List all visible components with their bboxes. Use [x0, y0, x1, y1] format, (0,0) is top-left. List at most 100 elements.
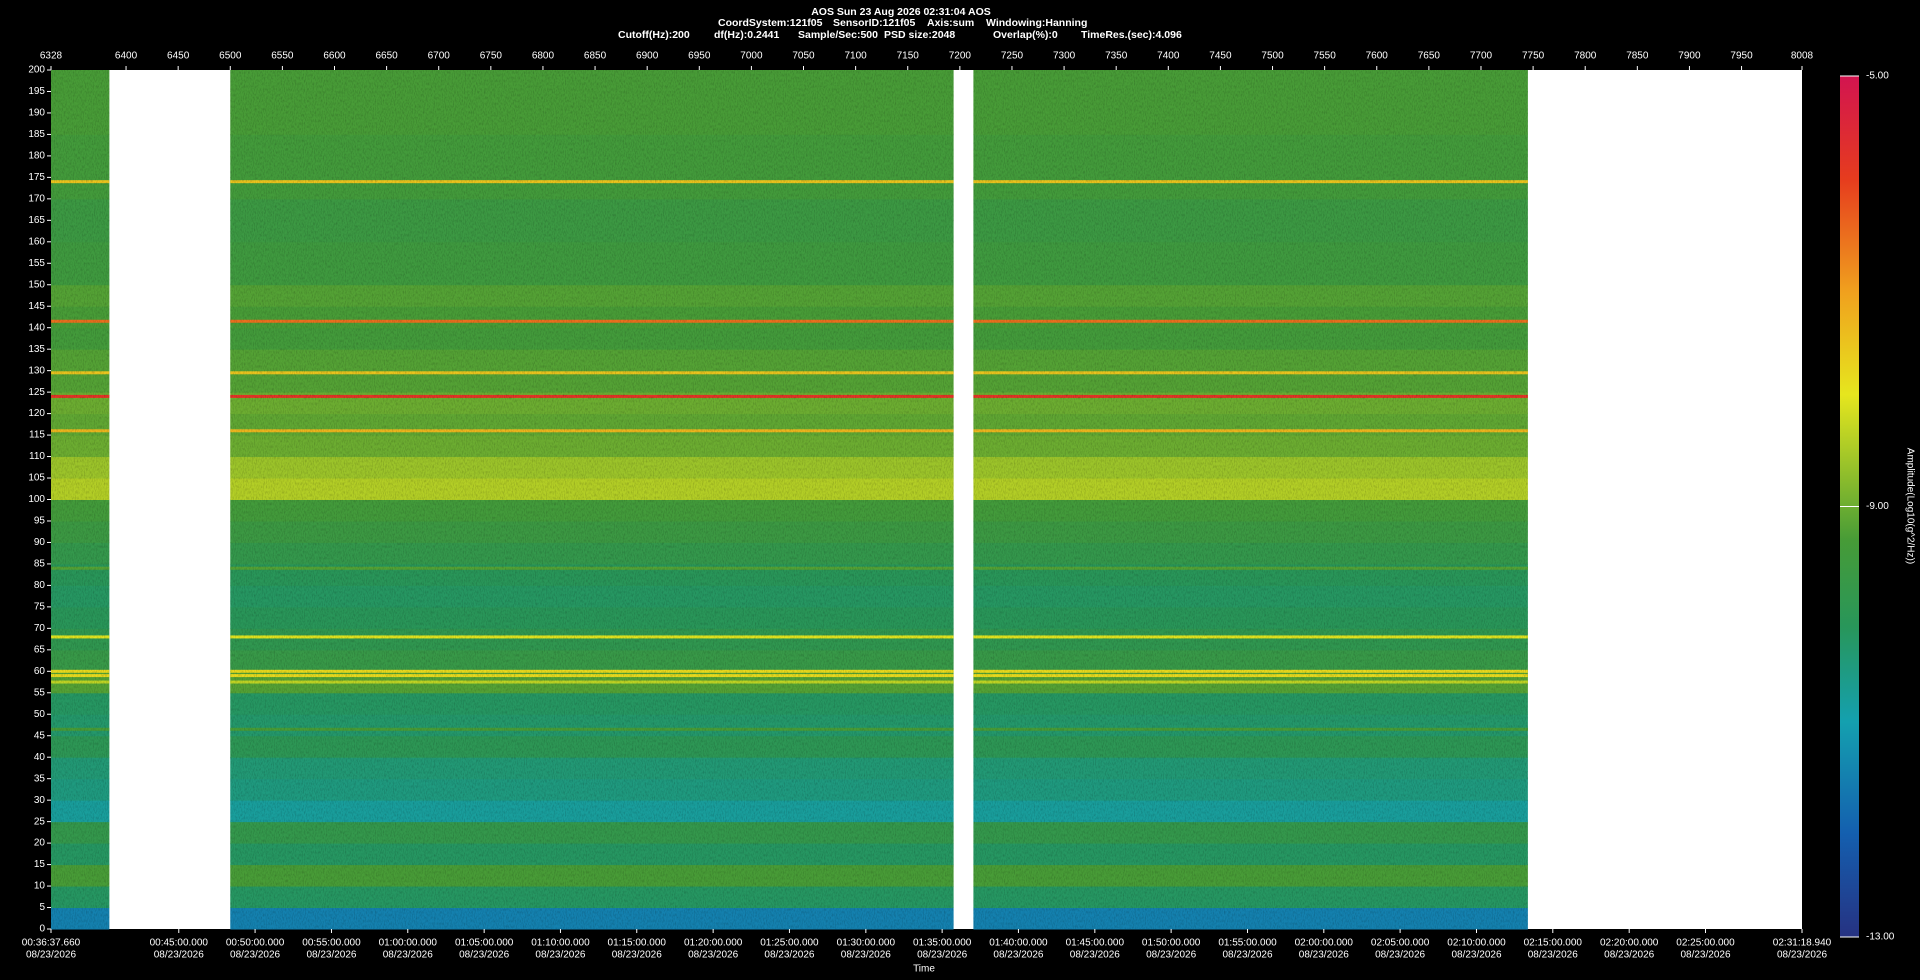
time-tick-label: 00:50:00.000 — [226, 938, 285, 949]
info-text: TimeRes.(sec):4.096 — [1081, 29, 1182, 41]
y-tick-label: 85 — [34, 559, 46, 570]
y-tick-label: 135 — [28, 344, 45, 355]
time-tick-label: 02:15:00.000 — [1524, 938, 1583, 949]
x-tick-label: 7000 — [740, 51, 763, 62]
x-tick-label: 6400 — [115, 51, 138, 62]
x-tick-label: 8008 — [1791, 51, 1814, 62]
time-tick-label: 00:55:00.000 — [302, 938, 361, 949]
time-tick-label: 01:30:00.000 — [837, 938, 896, 949]
time-tick-date: 08/23/2026 — [1146, 950, 1196, 961]
texture — [51, 70, 110, 929]
time-tick-label: 01:55:00.000 — [1218, 938, 1277, 949]
x-tick-label: 6600 — [323, 51, 346, 62]
y-tick-label: 145 — [28, 301, 45, 312]
time-tick-date: 08/23/2026 — [1528, 950, 1578, 961]
info-text: df(Hz):0.2441 — [714, 29, 780, 41]
x-tick-label: 7500 — [1261, 51, 1284, 62]
time-tick-label: 01:40:00.000 — [989, 938, 1048, 949]
time-tick-label: 02:05:00.000 — [1371, 938, 1430, 949]
time-tick-label: 02:25:00.000 — [1676, 938, 1735, 949]
y-tick-label: 165 — [28, 215, 45, 226]
y-tick-label: 60 — [34, 666, 46, 677]
x-tick-label: 6750 — [480, 51, 503, 62]
y-tick-label: 100 — [28, 494, 45, 505]
x-tick-label: 6328 — [40, 51, 63, 62]
time-tick-date: 08/23/2026 — [993, 950, 1043, 961]
x-tick-label: 7050 — [792, 51, 815, 62]
y-tick-label: 175 — [28, 172, 45, 183]
time-tick-date: 08/23/2026 — [1777, 950, 1827, 961]
time-tick-label: 02:00:00.000 — [1295, 938, 1354, 949]
y-tick-label: 195 — [28, 86, 45, 97]
time-tick-label: 01:05:00.000 — [455, 938, 514, 949]
info-text: Cutoff(Hz):200 — [618, 29, 690, 41]
colorbar-tick-label: -13.00 — [1866, 932, 1895, 943]
x-tick-label: 6900 — [636, 51, 659, 62]
x-tick-label: 6550 — [271, 51, 294, 62]
y-tick-label: 25 — [34, 816, 46, 827]
chart-title: AOS Sun 23 Aug 2026 02:31:04 AOS — [811, 6, 991, 18]
time-tick-date: 08/23/2026 — [1222, 950, 1272, 961]
time-tick-label: 01:15:00.000 — [608, 938, 667, 949]
time-tick-date: 08/23/2026 — [1299, 950, 1349, 961]
x-tick-label: 6700 — [428, 51, 451, 62]
time-tick-date: 08/23/2026 — [841, 950, 891, 961]
time-tick-date: 08/23/2026 — [306, 950, 356, 961]
x-tick-label: 7650 — [1418, 51, 1441, 62]
x-axis-label: Time — [913, 964, 935, 975]
x-tick-label: 7600 — [1366, 51, 1389, 62]
x-tick-label: 7400 — [1157, 51, 1180, 62]
y-tick-label: 110 — [29, 451, 45, 462]
x-tick-label: 7300 — [1053, 51, 1076, 62]
time-tick-label: 01:50:00.000 — [1142, 938, 1201, 949]
y-tick-label: 0 — [39, 924, 45, 935]
texture — [973, 70, 1528, 929]
x-tick-label: 7850 — [1626, 51, 1649, 62]
y-tick-label: 90 — [34, 537, 46, 548]
time-tick-date: 08/23/2026 — [1375, 950, 1425, 961]
x-tick-label: 7150 — [897, 51, 920, 62]
info-text: CoordSystem:121f05 — [718, 17, 823, 29]
time-tick-date: 08/23/2026 — [1604, 950, 1654, 961]
texture — [230, 70, 954, 929]
y-tick-label: 80 — [34, 580, 46, 591]
x-tick-label: 7100 — [845, 51, 868, 62]
x-tick-label: 6800 — [532, 51, 555, 62]
y-tick-label: 5 — [39, 902, 45, 913]
time-tick-label: 02:10:00.000 — [1447, 938, 1506, 949]
time-tick-label: 02:31:18.940 — [1773, 938, 1832, 949]
time-tick-date: 08/23/2026 — [26, 950, 76, 961]
x-tick-label: 6650 — [375, 51, 398, 62]
y-tick-label: 95 — [34, 516, 46, 527]
y-tick-label: 200 — [28, 65, 45, 76]
time-tick-date: 08/23/2026 — [535, 950, 585, 961]
time-tick-label: 00:45:00.000 — [150, 938, 209, 949]
y-tick-label: 115 — [29, 430, 45, 441]
x-tick-label: 7250 — [1001, 51, 1024, 62]
y-tick-label: 75 — [34, 602, 46, 613]
y-tick-label: 125 — [28, 387, 45, 398]
y-tick-label: 160 — [28, 236, 45, 247]
y-tick-label: 180 — [28, 151, 45, 162]
y-tick-label: 150 — [28, 279, 45, 290]
y-tick-label: 140 — [28, 322, 45, 333]
y-tick-label: 105 — [28, 473, 45, 484]
time-tick-label: 01:25:00.000 — [760, 938, 819, 949]
x-tick-label: 6450 — [167, 51, 190, 62]
time-tick-date: 08/23/2026 — [459, 950, 509, 961]
y-tick-label: 65 — [34, 644, 46, 655]
heatmap — [51, 70, 1528, 930]
time-tick-date: 08/23/2026 — [383, 950, 433, 961]
x-tick-label: 7900 — [1678, 51, 1701, 62]
y-tick-label: 35 — [34, 773, 46, 784]
y-tick-label: 70 — [34, 623, 46, 634]
info-text: Overlap(%):0 — [993, 29, 1058, 41]
time-tick-date: 08/23/2026 — [154, 950, 204, 961]
info-text: SensorID:121f05 — [833, 17, 915, 29]
time-tick-label: 01:45:00.000 — [1066, 938, 1125, 949]
time-tick-label: 01:20:00.000 — [684, 938, 743, 949]
info-text: PSD size:2048 — [884, 29, 955, 41]
y-tick-label: 40 — [34, 752, 46, 763]
x-tick-label: 7200 — [949, 51, 972, 62]
time-tick-label: 01:00:00.000 — [379, 938, 438, 949]
